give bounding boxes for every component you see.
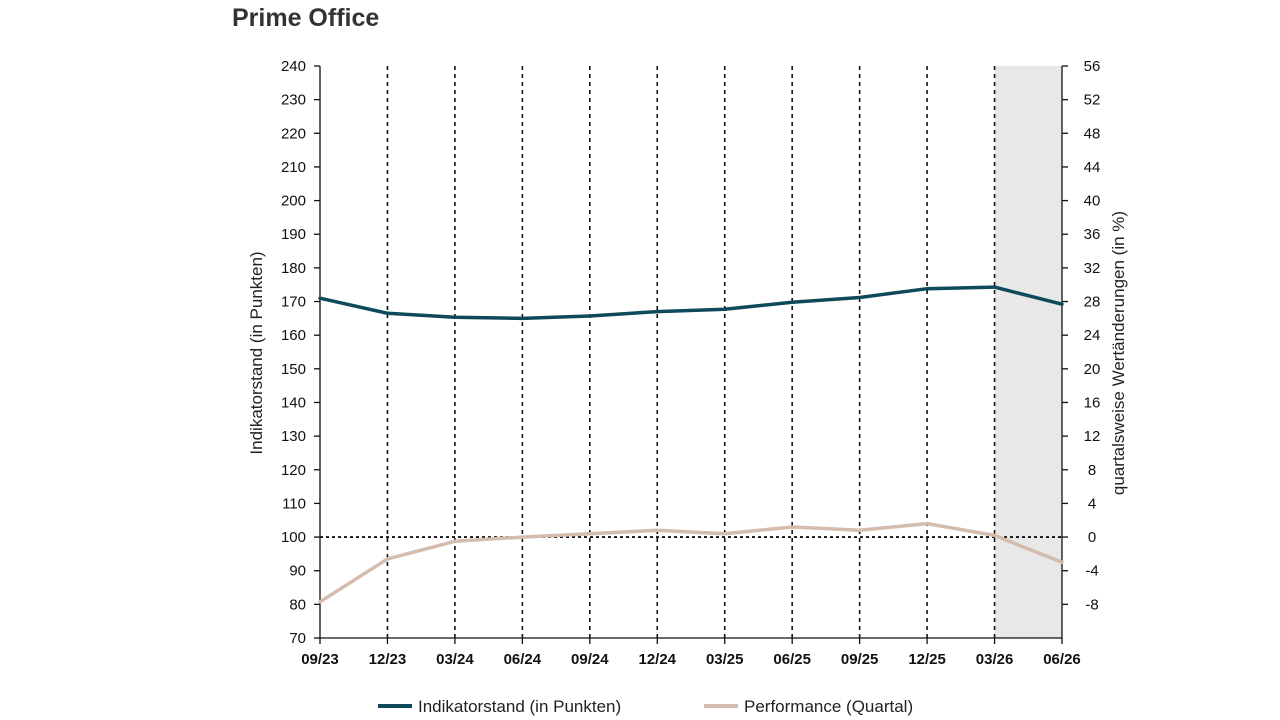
- series-layer: [318, 285, 1064, 604]
- grid-layer: [320, 66, 1062, 638]
- y-right-tick-label: 16: [1084, 394, 1101, 411]
- x-tick-label: 06/26: [1043, 651, 1081, 668]
- x-tick-label: 06/25: [773, 651, 811, 668]
- y-right-tick-label: 40: [1084, 193, 1101, 210]
- y-left-tick-label: 90: [289, 563, 306, 580]
- y-right-tick-label: 28: [1084, 294, 1101, 311]
- y-left-tick-label: 110: [282, 495, 306, 512]
- y-right-tick-label: 48: [1084, 125, 1101, 142]
- y-left-tick-label: 170: [281, 294, 306, 311]
- y-left-tick-label: 210: [281, 159, 306, 176]
- y-left-tick-label: 160: [281, 327, 306, 344]
- y-right-tick-label: 8: [1088, 462, 1096, 479]
- legend: Indikatorstand (in Punkten) Performance (…: [378, 697, 913, 716]
- x-tick-label: 06/24: [504, 651, 542, 668]
- y-left-tick-label: 240: [281, 58, 306, 75]
- x-tick-label: 09/23: [301, 651, 339, 668]
- x-tick-label: 03/25: [706, 651, 744, 668]
- y-left-tick-label: 70: [289, 630, 306, 647]
- x-tick-label: 09/24: [571, 651, 609, 668]
- y-left-tick-label: 130: [281, 428, 306, 445]
- y-right-tick-label: 52: [1084, 92, 1101, 109]
- series-line-2: [318, 521, 1064, 604]
- legend-label-2: Performance (Quartal): [744, 697, 913, 716]
- y-right-tick-label: -8: [1085, 596, 1098, 613]
- y-right-tick-label: 0: [1088, 529, 1096, 546]
- x-tick-label: 03/26: [976, 651, 1014, 668]
- y-right-tick-label: 20: [1084, 361, 1101, 378]
- y-axis-right-label: quartalsweise Wertänderungen (in %): [1109, 211, 1128, 495]
- forecast-shade-layer: [994, 66, 1062, 638]
- axis-layer: 2402302202102001901801701601501401301201…: [281, 58, 1100, 668]
- y-right-tick-label: 56: [1084, 58, 1101, 75]
- x-tick-label: 09/25: [841, 651, 879, 668]
- y-left-tick-label: 120: [281, 462, 306, 479]
- y-left-tick-label: 140: [281, 394, 306, 411]
- y-right-tick-label: 4: [1088, 495, 1096, 512]
- y-left-tick-label: 150: [281, 361, 306, 378]
- y-right-tick-label: 32: [1084, 260, 1101, 277]
- y-right-tick-label: 24: [1084, 327, 1101, 344]
- y-left-tick-label: 220: [281, 125, 306, 142]
- forecast-shade: [994, 66, 1062, 638]
- x-tick-label: 12/23: [369, 651, 407, 668]
- series-line-1: [318, 285, 1064, 321]
- y-axis-left-label: Indikatorstand (in Punkten): [247, 251, 266, 454]
- y-left-tick-label: 230: [281, 92, 306, 109]
- x-tick-label: 03/24: [436, 651, 474, 668]
- y-right-tick-label: 36: [1084, 226, 1101, 243]
- legend-label-1: Indikatorstand (in Punkten): [418, 697, 621, 716]
- y-left-tick-label: 180: [281, 260, 306, 277]
- y-left-tick-label: 200: [281, 193, 306, 210]
- y-right-tick-label: -4: [1085, 563, 1098, 580]
- y-right-tick-label: 44: [1084, 159, 1101, 176]
- y-right-tick-label: 12: [1084, 428, 1101, 445]
- y-left-tick-label: 80: [289, 596, 306, 613]
- y-left-tick-label: 100: [281, 529, 306, 546]
- chart-title: Prime Office: [232, 4, 380, 32]
- x-tick-label: 12/25: [908, 651, 946, 668]
- x-tick-label: 12/24: [638, 651, 676, 668]
- y-left-tick-label: 190: [281, 226, 306, 243]
